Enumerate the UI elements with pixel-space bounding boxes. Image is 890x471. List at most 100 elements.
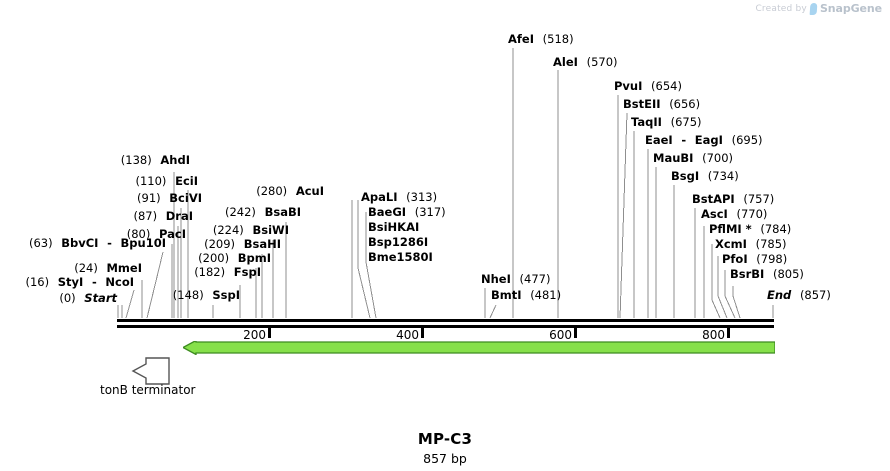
start-marker-label: Start [84, 291, 117, 305]
enzyme-name: BsgI [671, 169, 700, 183]
feature-tonb-terminator-arrow[interactable] [181, 339, 776, 359]
enzyme-name-separator: - [107, 236, 112, 250]
enzyme-label-start[interactable]: (0) Start [59, 291, 117, 305]
enzyme-label-bme1580i[interactable]: Bme1580I [368, 251, 433, 264]
enzyme-label-drai[interactable]: (87) DraI [133, 209, 193, 223]
enzyme-label-alei[interactable]: AleI (570) [553, 55, 618, 69]
enzyme-label-bcivi[interactable]: (91) BciVI [137, 191, 202, 205]
enzyme-name-separator: - [681, 133, 687, 147]
enzyme-label-bsrbi[interactable]: BsrBI (805) [730, 268, 804, 281]
enzyme-name: AleI [553, 55, 578, 69]
enzyme-label-bsiwi[interactable]: (224) BsiWI [212, 223, 289, 237]
enzyme-name: MmeI [106, 261, 142, 275]
enzyme-position: (91) [137, 191, 161, 205]
enzyme-label-bsahi[interactable]: (209) BsaHI [204, 237, 281, 251]
enzyme-name: EaeI [645, 133, 673, 147]
enzyme-name: BstEII [623, 97, 661, 111]
feature-arrow-svg [181, 339, 776, 356]
enzyme-label-nhei[interactable]: NheI (477) [481, 272, 551, 286]
enzyme-label-bstei[interactable]: BstEII (656) [623, 97, 701, 111]
enzyme-label-asci[interactable]: AscI (770) [701, 207, 768, 221]
enzyme-position: (700) [702, 151, 734, 165]
enzyme-label-bmti[interactable]: BmtI (481) [491, 288, 562, 302]
enzyme-label-pfoi[interactable]: PfoI (798) [722, 252, 788, 266]
enzyme-label-ecii[interactable]: (110) EciI [136, 174, 199, 188]
enzyme-label-baegi[interactable]: BaeGI (317) [368, 205, 446, 219]
tonb-terminator-icon[interactable] [131, 356, 171, 391]
enzyme-name: Bsp1286I [368, 235, 429, 249]
enzyme-position: (481) [530, 288, 562, 302]
enzyme-label-bbvci-bpu10i[interactable]: (63) BbvCI - Bpu10I [28, 236, 166, 250]
enzyme-label-xcmi[interactable]: XcmI (785) [715, 237, 787, 251]
enzyme-name: PfoI [722, 252, 748, 266]
enzyme-name: BsaBI [264, 205, 301, 219]
enzyme-position: (0) [59, 291, 76, 305]
enzyme-position: (138) [120, 153, 152, 167]
enzyme-name: BsaHI [243, 237, 281, 251]
enzyme-name: BmtI [491, 288, 522, 302]
snapgene-watermark: Created by SnapGene [755, 2, 882, 15]
enzyme-label-fspi[interactable]: (182) FspI [194, 266, 261, 279]
enzyme-position: (148) [172, 288, 204, 302]
enzyme-position: (313) [406, 190, 438, 204]
enzyme-label-mmei[interactable]: (24) MmeI [74, 261, 142, 275]
enzyme-label-sspi[interactable]: (148) SspI [172, 288, 240, 302]
enzyme-position: (570) [586, 55, 618, 69]
enzyme-label-bpmi[interactable]: (200) BpmI [198, 251, 271, 265]
sequence-backbone-top [117, 319, 774, 322]
enzyme-label-afei[interactable]: AfeI (518) [508, 32, 574, 46]
enzyme-label-ahdi[interactable]: (138) AhdI [120, 153, 190, 167]
enzyme-name: EciI [175, 174, 198, 188]
enzyme-position: (695) [731, 133, 763, 147]
enzyme-position: (80) [126, 227, 151, 241]
enzyme-label-end[interactable]: End (857) [767, 289, 831, 302]
enzyme-position: (87) [133, 209, 158, 223]
enzyme-position: (656) [669, 97, 701, 111]
watermark-brand: SnapGene [819, 2, 882, 15]
enzyme-label-bsihkai[interactable]: BsiHKAI [368, 221, 419, 234]
enzyme-name: BaeGI [368, 205, 407, 219]
ruler-tick-400 [421, 328, 424, 338]
ruler-label-200: 200 [243, 328, 266, 342]
enzyme-position: (317) [414, 205, 446, 219]
enzyme-label-paci[interactable]: (80) PacI [126, 227, 186, 241]
enzyme-name-alt: Bpu10I [120, 236, 166, 250]
enzyme-name: BbvCI [61, 236, 99, 250]
enzyme-label-maubi[interactable]: MauBI (700) [653, 151, 734, 165]
enzyme-position: (242) [224, 205, 256, 219]
enzyme-name: MauBI [653, 151, 694, 165]
enzyme-label-pflmi[interactable]: PflMI * (784) [709, 223, 791, 236]
enzyme-label-bstapi[interactable]: BstAPI (757) [692, 192, 775, 206]
enzyme-name-alt: NcoI [105, 275, 134, 289]
enzyme-name: XcmI [715, 237, 747, 251]
enzyme-position: (798) [756, 252, 788, 266]
enzyme-position: (224) [212, 223, 244, 237]
enzyme-label-acui[interactable]: (280) AcuI [256, 184, 324, 198]
enzyme-label-bsp1286i[interactable]: Bsp1286I [368, 235, 429, 249]
enzyme-position: (770) [736, 207, 768, 221]
enzyme-name: BciVI [169, 191, 202, 205]
enzyme-position: (280) [256, 184, 288, 198]
enzyme-position: (200) [198, 251, 230, 265]
enzyme-label-bsabi[interactable]: (242) BsaBI [224, 205, 301, 219]
enzyme-name: ApaLI [361, 190, 398, 204]
enzyme-label-eaei-eagi[interactable]: EaeI - EagI (695) [645, 133, 763, 147]
enzyme-name: AfeI [508, 32, 534, 46]
enzyme-position: (757) [743, 192, 775, 206]
enzyme-label-taqii[interactable]: TaqII (675) [631, 115, 702, 129]
ruler-label-400: 400 [396, 328, 419, 342]
enzyme-label-bsgi[interactable]: BsgI (734) [671, 169, 739, 183]
enzyme-position: (63) [28, 236, 53, 250]
enzyme-name: AscI [701, 207, 728, 221]
enzyme-position: (477) [519, 272, 551, 286]
enzyme-label-apali[interactable]: ApaLI (313) [361, 190, 438, 204]
enzyme-label-pvui[interactable]: PvuI (654) [614, 80, 682, 93]
enzyme-name: BstAPI [692, 192, 735, 206]
enzyme-name: PacI [159, 227, 186, 241]
enzyme-position: (785) [755, 237, 787, 251]
enzyme-label-styi-ncoi[interactable]: (16) StyI - NcoI [25, 275, 134, 289]
ruler-label-800: 800 [702, 328, 725, 342]
title-block: MP-C3 857 bp [0, 430, 890, 466]
enzyme-name: TaqII [631, 115, 662, 129]
